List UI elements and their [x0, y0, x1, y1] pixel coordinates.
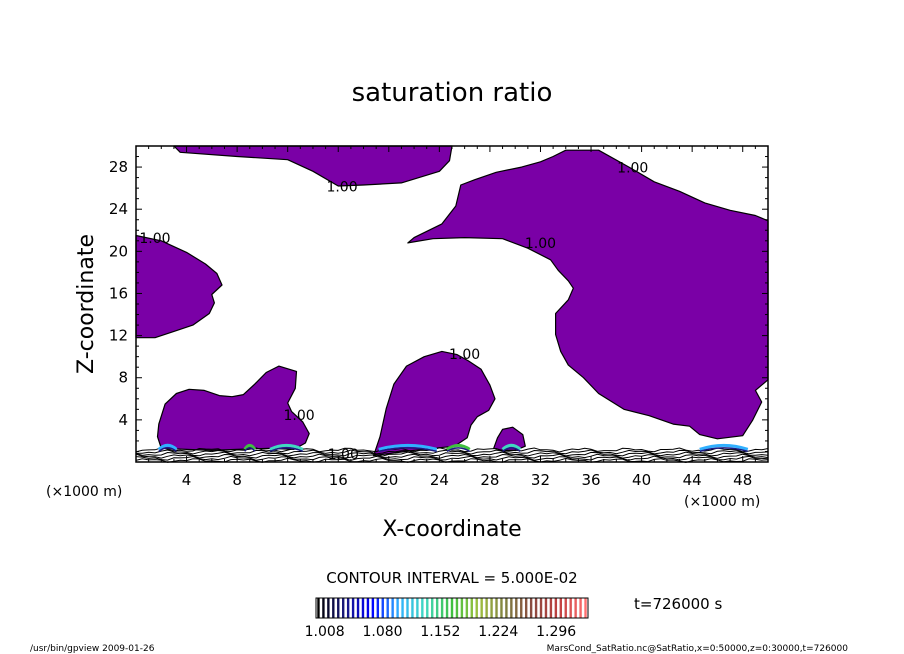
surface-contour-blob [378, 443, 438, 451]
time-label: t=726000 s [634, 595, 722, 613]
x-tick-label: 20 [379, 471, 398, 489]
saturated-region [407, 149, 769, 440]
x-tick-label: 32 [531, 471, 550, 489]
surface-contour-blob [158, 447, 177, 452]
colorbar-tick-label: 1.152 [420, 624, 460, 640]
colorbar-tick-label: 1.080 [363, 624, 403, 640]
saturated-regions [135, 145, 769, 457]
surface-contour-blob [269, 447, 304, 453]
chart-title: saturation ratio [352, 78, 553, 108]
contour-label: 1.00 [525, 236, 556, 252]
colorbar-tick-labels: 1.008 1.080 1.152 1.224 1.296 [305, 624, 577, 640]
surface-contour-blob [157, 443, 178, 451]
y-tick-label: 8 [118, 369, 128, 387]
x-tick-label: 16 [329, 471, 348, 489]
x-tick-label: 48 [733, 471, 752, 489]
saturated-region [373, 350, 496, 457]
colorbar-tick-label: 1.296 [536, 624, 576, 640]
x-tick-label: 8 [232, 471, 242, 489]
surface-contour-line [135, 451, 769, 457]
footer-left: /usr/bin/gpview 2009-01-26 [30, 644, 155, 654]
x-axis: 4 8 12 16 20 24 28 32 36 40 44 48 [148, 146, 756, 489]
y-tick-label: 4 [118, 411, 128, 429]
colorbar-tick-label: 1.008 [305, 624, 345, 640]
y-axis: 4 8 12 16 20 24 28 [109, 156, 768, 452]
colorbar-frame [315, 597, 589, 619]
y-tick-label: 24 [109, 200, 128, 218]
surface-contour-blob [446, 443, 471, 451]
x-tick-label: 40 [632, 471, 651, 489]
x-tick-label: 4 [182, 471, 192, 489]
contour-interval-text: CONTOUR INTERVAL = 5.000E-02 [326, 569, 577, 587]
y-tick-label: 20 [109, 242, 128, 260]
x-unit-label-left: (×1000 m) [46, 484, 122, 500]
y-tick-label: 28 [109, 158, 128, 176]
colorbar [316, 598, 588, 618]
saturated-region [173, 145, 453, 187]
surface-contour-blob [699, 443, 749, 451]
x-tick-label: 28 [480, 471, 499, 489]
y-tick-label: 16 [109, 284, 128, 302]
x-tick-label: 24 [430, 471, 449, 489]
surface-contour-blob [244, 447, 256, 452]
contour-label: 1.00 [326, 179, 357, 195]
contour-label: 1.00 [449, 347, 480, 363]
footer-right: MarsCond_SatRatio.nc@SatRatio,x=0:50000,… [547, 644, 849, 654]
surface-contour-line [135, 455, 769, 461]
saturated-region [135, 234, 223, 339]
colorbar-tick-label: 1.224 [478, 624, 518, 640]
contour-label: 1.00 [617, 160, 648, 176]
x-tick-label: 12 [278, 471, 297, 489]
surface-contour-line [135, 449, 769, 455]
surface-contour-blob [501, 443, 522, 451]
contour-label: 1.00 [283, 408, 314, 424]
surface-contour-blob [502, 447, 521, 452]
contour-label: 1.00 [139, 231, 170, 247]
x-unit-label-right: (×1000 m) [684, 494, 760, 510]
surface-contour-blob [446, 447, 471, 453]
x-axis-label: X-coordinate [382, 517, 521, 542]
saturated-region [493, 426, 526, 451]
surface-contour-line [135, 447, 769, 453]
surface-contour-band [135, 443, 769, 464]
surface-contour-line [135, 453, 769, 459]
surface-contour-blob [243, 443, 257, 451]
contour-label: 1.00 [328, 447, 359, 463]
x-tick-label: 44 [683, 471, 702, 489]
surface-contour-blob [699, 447, 748, 453]
x-tick-label: 36 [581, 471, 600, 489]
surface-contour-blob [269, 443, 304, 451]
y-axis-label: Z-coordinate [74, 234, 99, 374]
contour-labels: 1.00 1.00 1.00 1.00 1.00 1.00 1.00 [139, 160, 648, 463]
y-tick-label: 12 [109, 327, 128, 345]
surface-contour-blob [378, 447, 438, 453]
